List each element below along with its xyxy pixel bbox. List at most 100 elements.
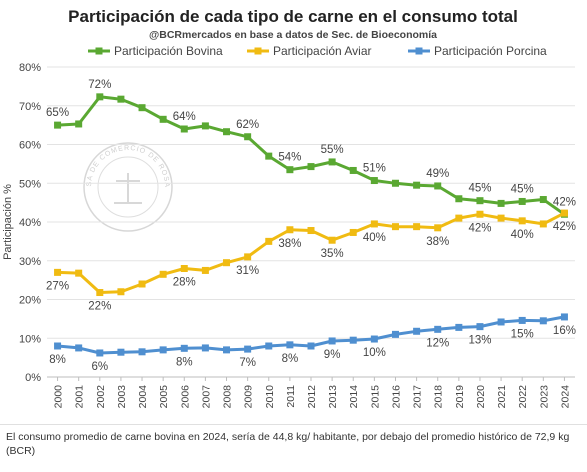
data-label: 27% <box>46 280 69 292</box>
data-point <box>180 344 188 352</box>
watermark-inner-ring <box>97 156 159 218</box>
data-label: 49% <box>426 168 449 180</box>
legend-item-2: Participación Aviar <box>247 44 372 58</box>
data-label: 12% <box>426 337 449 349</box>
data-point <box>476 323 484 331</box>
data-label: 35% <box>321 248 344 260</box>
data-point <box>328 158 336 166</box>
data-point <box>518 217 526 225</box>
data-point <box>455 323 463 331</box>
data-label: 38% <box>278 238 301 250</box>
data-label: 55% <box>321 144 344 156</box>
data-point <box>96 93 104 101</box>
data-point <box>286 341 294 349</box>
series-3 <box>54 313 568 357</box>
data-label: 65% <box>46 107 69 119</box>
data-point <box>413 327 421 335</box>
x-tick-label: 2024 <box>559 385 571 409</box>
y-tick-label: 80% <box>19 62 41 74</box>
x-tick-label: 2016 <box>390 385 402 409</box>
chart-caption: El consumo promedio de carne bovina en 2… <box>6 431 570 457</box>
x-tick-label: 2017 <box>412 385 424 409</box>
data-point <box>159 270 167 278</box>
data-point <box>560 209 568 217</box>
line-chart: Participación de cada tipo de carne en e… <box>0 0 576 409</box>
x-tick-label: 2009 <box>243 385 255 409</box>
data-label: 9% <box>324 349 341 361</box>
data-point <box>138 348 146 356</box>
watermark-outer-ring <box>83 142 173 232</box>
data-point <box>455 214 463 222</box>
x-tick-label: 2011 <box>285 385 297 408</box>
data-point <box>349 228 357 236</box>
data-labels: 65% 72% 64% 62% 54% 55% 51% 49% 45% 45% 42% 27% 22% 2… <box>46 79 576 373</box>
data-label: 42% <box>468 222 491 234</box>
legend-item-3: Participación Porcina <box>408 44 547 58</box>
data-point <box>223 128 231 136</box>
data-point <box>307 342 315 350</box>
data-point <box>497 318 505 326</box>
data-point <box>518 316 526 324</box>
data-point <box>54 342 62 350</box>
data-point <box>476 210 484 218</box>
x-tick-label: 2020 <box>475 385 487 409</box>
x-tick-label: 2022 <box>517 385 529 409</box>
chart-subtitle: @BCRmercados en base a datos de Sec. de … <box>149 29 437 41</box>
data-label: 6% <box>91 361 108 373</box>
data-point <box>75 120 83 128</box>
data-point <box>201 266 209 274</box>
data-point <box>518 197 526 205</box>
data-point <box>286 226 294 234</box>
data-label: 7% <box>239 357 256 369</box>
data-point <box>307 163 315 171</box>
legend-label: Participación Aviar <box>273 44 372 58</box>
x-tick-label: 2021 <box>496 385 508 409</box>
y-tick-label: 50% <box>19 178 41 190</box>
data-point <box>560 313 568 321</box>
data-label: 72% <box>88 79 111 91</box>
data-point <box>539 220 547 228</box>
data-label: 54% <box>278 152 301 164</box>
data-point <box>159 346 167 354</box>
legend-label: Participación Bovina <box>114 44 223 58</box>
x-tick-label: 2010 <box>264 385 276 409</box>
watermark-text: BOLSA DE COMERCIO DE ROSARIO <box>0 0 170 188</box>
data-point <box>54 268 62 276</box>
data-point <box>476 197 484 205</box>
series-1 <box>54 93 568 218</box>
data-point <box>117 95 125 103</box>
data-point <box>307 227 315 235</box>
data-point <box>244 345 252 353</box>
data-point <box>539 196 547 204</box>
data-label: 42% <box>553 221 576 233</box>
data-label: 31% <box>236 265 259 277</box>
x-tick-label: 2005 <box>158 385 170 409</box>
data-point <box>539 317 547 325</box>
y-tick-label: 0% <box>25 372 41 384</box>
legend-swatch-marker <box>254 47 262 55</box>
data-point <box>286 166 294 174</box>
data-label: 42% <box>553 196 576 208</box>
data-point <box>180 265 188 272</box>
data-point <box>434 224 442 232</box>
x-tick-label: 2023 <box>538 385 550 409</box>
data-label: 8% <box>176 356 193 368</box>
y-axis-label: Participación % <box>2 184 14 260</box>
data-point <box>159 115 167 123</box>
data-point <box>138 280 146 288</box>
data-point <box>223 259 231 267</box>
y-tick-label: 60% <box>19 140 41 152</box>
x-tick-label: 2003 <box>116 385 128 409</box>
y-tick-label: 30% <box>19 256 41 268</box>
data-label: 13% <box>468 335 491 347</box>
data-point <box>75 269 83 277</box>
data-label: 62% <box>236 119 259 131</box>
data-point <box>96 349 104 357</box>
data-point <box>434 182 442 190</box>
data-point <box>265 237 273 245</box>
y-tick-label: 40% <box>19 217 41 229</box>
x-tick-label: 2012 <box>306 385 318 409</box>
data-label: 51% <box>363 163 386 175</box>
series-layer <box>54 93 568 357</box>
y-tick-label: 20% <box>19 295 41 307</box>
